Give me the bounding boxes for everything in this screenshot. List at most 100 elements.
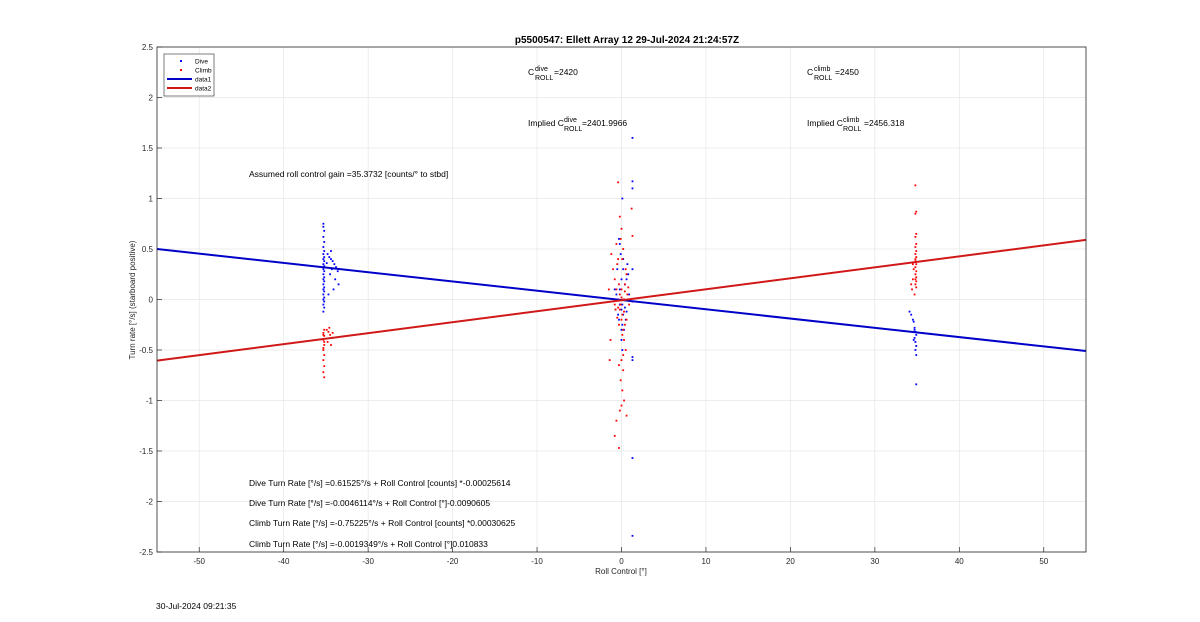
dive-point [323,256,326,258]
climb-point [620,359,623,361]
dive-point [322,283,325,286]
dive-point [631,356,634,358]
climb-point [326,341,329,343]
dive-point [323,276,326,279]
climb-point [621,389,624,392]
climb-point [621,258,624,260]
dive-point [621,323,624,326]
climb-point [910,283,913,286]
dive-point [322,263,325,266]
climb-point [613,434,616,437]
dive-point [620,328,623,331]
y-tick-label: -1 [146,397,154,406]
svg-text:ROLL: ROLL [564,126,582,133]
climb-point [618,447,620,449]
dive-point [322,225,325,228]
climb-point [914,246,917,248]
dive-point [625,278,628,281]
dive-point [323,296,326,299]
x-tick-label: 10 [702,557,711,566]
dive-point [323,306,326,309]
climb-point [625,414,628,417]
dive-point [322,273,325,276]
climb-point [329,333,332,336]
legend-marker-climb [180,69,182,71]
dive-point [619,253,622,255]
climb-point [609,339,612,341]
climb-point [620,296,623,299]
plot-marks [156,137,1087,537]
climb-point [914,278,917,281]
climb-point [612,268,614,271]
climb-point [627,286,630,289]
climb-point [623,339,625,341]
dive-point [323,270,326,273]
legend-label-climb: Climb [195,67,212,74]
climb-point [618,364,620,367]
climb-point [618,215,621,218]
climb-point [610,253,613,255]
climb-point [915,280,918,283]
dive-point [908,310,911,313]
climb-point [915,256,918,258]
dive-point [330,258,332,260]
dive-point [322,222,325,225]
dive-point [913,328,916,331]
climb-point [615,243,618,245]
y-tick-label: -1.5 [139,447,153,456]
dive-point [332,288,335,291]
dive-point [911,318,914,321]
y-axis-label: Turn rate [°/s] (starboard positive) [128,240,137,359]
climb-point [914,184,917,187]
climb-point [330,344,332,346]
footer-timestamp: 30-Jul-2024 09:21:35 [156,601,237,611]
dive-point [329,273,332,276]
climb-point [623,399,625,402]
dive-point [631,534,634,537]
y-tick-label: -0.5 [139,346,153,355]
climb-point [911,278,914,281]
dive-point [631,180,634,183]
x-tick-label: 0 [619,557,624,566]
dive-point [618,243,621,245]
climb-point [620,318,623,321]
dive-point [333,263,336,266]
y-tick-label: -2 [146,498,154,507]
dive-point [323,250,326,252]
dive-point [325,262,328,265]
dive-point [327,293,330,296]
dive-point [323,265,326,268]
y-tick-label: 0.5 [142,245,154,254]
climb-point [622,369,625,372]
climb-point [915,210,918,213]
climb-point [323,354,326,356]
dive-point [322,303,325,306]
dive-point [631,187,634,190]
climb-point [915,276,918,279]
climb-point [322,331,325,334]
svg-text:C: C [807,67,813,77]
climb-point [915,232,918,235]
dive-point [617,313,620,316]
climb-point [631,234,634,237]
annotation-equation-1: Dive Turn Rate [°/s] =0.61525°/s + Roll … [249,478,511,488]
climb-point [618,409,621,412]
climb-point [618,283,620,286]
dive-point [323,229,326,232]
climb-point [613,303,616,306]
dive-point [620,278,623,281]
svg-text:climb: climb [843,117,859,124]
svg-text:=2450: =2450 [835,67,859,77]
climb-point [621,313,624,316]
climb-point [322,371,325,374]
climb-point [914,273,917,276]
climb-point [623,323,626,326]
dive-point [322,268,325,271]
legend: Dive Climb data1 data2 [163,53,215,97]
y-tick-label: 1.5 [142,144,154,153]
legend-label-data1: data1 [195,76,212,83]
climb-point [914,258,917,260]
climb-point [617,306,620,309]
dive-point [622,268,625,271]
x-tick-label: 50 [1039,557,1048,566]
